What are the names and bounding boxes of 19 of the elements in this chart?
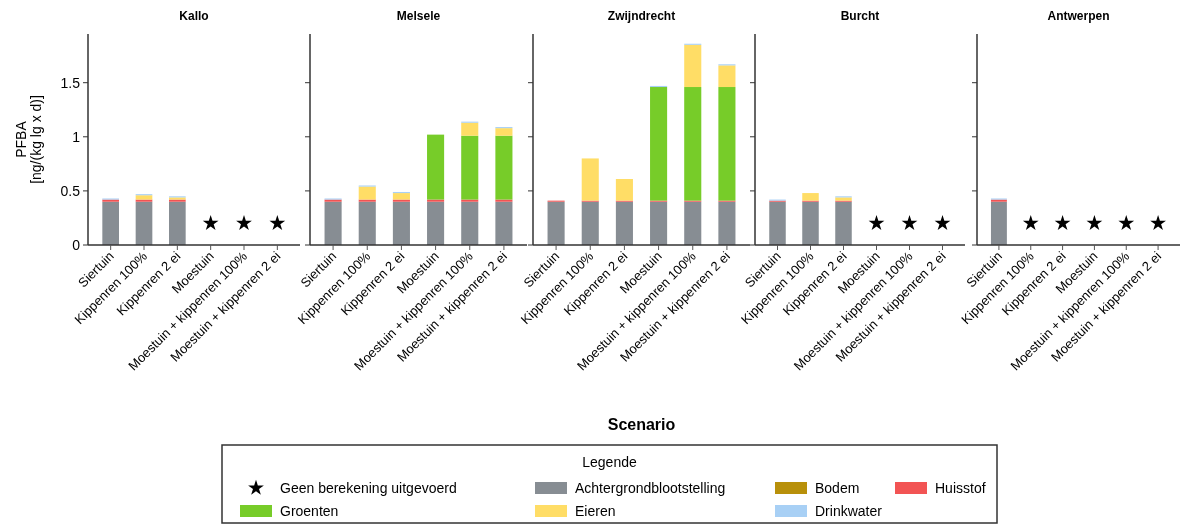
legend-label: Drinkwater (815, 502, 883, 519)
legend-label: Achtergrondblootstelling (575, 479, 726, 496)
chart-title: Zwijndrecht (607, 9, 676, 23)
chart-title: Antwerpen (1047, 9, 1110, 23)
legend-label: Eieren (575, 502, 616, 519)
y-tick-label: 0.5 (60, 182, 81, 199)
y-tick-label: 0 (72, 236, 81, 253)
legend-label: Geen berekening uitgevoerd (280, 479, 457, 496)
legend-label: Huisstof (935, 479, 986, 496)
legend-title: Legende (582, 454, 637, 470)
chart-title: Burcht (840, 9, 880, 23)
y-tick-label: 1 (72, 128, 81, 145)
y-axis-title: PFBA [ng/(kg lg x d)] (13, 95, 45, 184)
chart-title: Melsele (396, 9, 441, 23)
legend-label: Groenten (280, 502, 339, 519)
y-tick-label: 1.5 (60, 74, 81, 91)
chart-title: Kallo (179, 9, 209, 23)
legend-label: Bodem (815, 479, 860, 496)
x-axis-title: Scenario (607, 416, 676, 433)
